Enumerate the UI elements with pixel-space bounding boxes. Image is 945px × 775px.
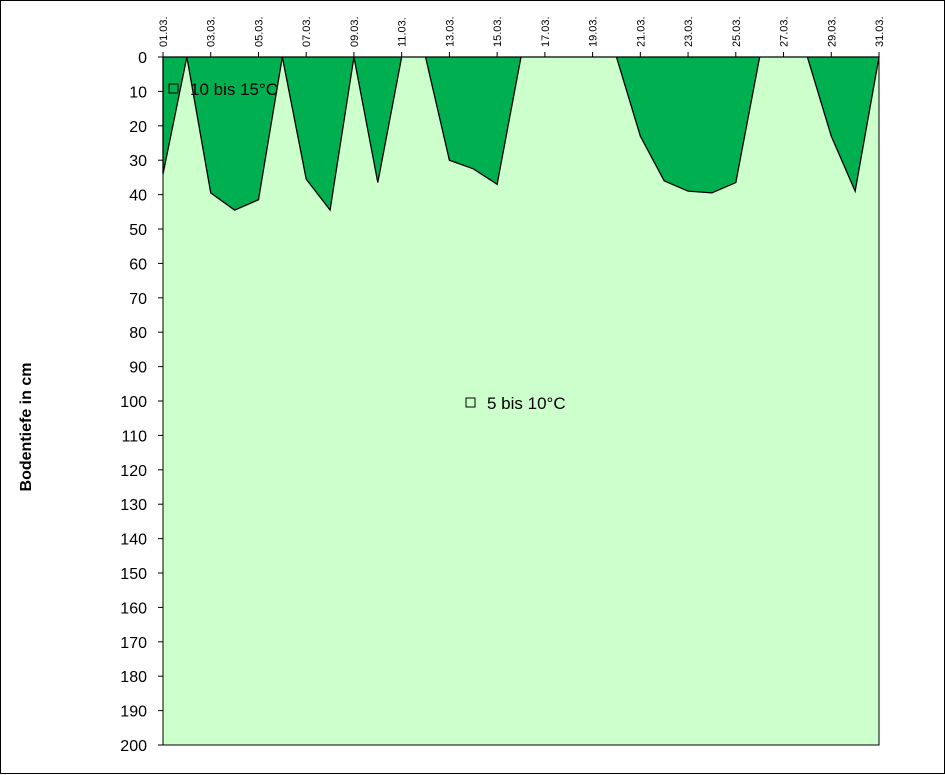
x-tick-label: 05.03. (253, 16, 265, 47)
y-tick-label: 100 (120, 394, 147, 411)
x-tick-label: 19.03. (588, 16, 600, 47)
y-tick-label: 190 (120, 704, 147, 721)
y-tick-label: 110 (121, 428, 147, 445)
y-tick-label: 120 (120, 463, 147, 480)
legend-swatch-1 (465, 397, 476, 408)
x-tick-label: 17.03. (540, 16, 552, 47)
y-tick-label: 30 (129, 153, 147, 170)
y-tick-label: 200 (120, 738, 147, 755)
x-tick-label: 27.03. (779, 16, 791, 47)
x-tick-label: 31.03. (874, 16, 886, 47)
x-tick-label: 29.03. (826, 16, 838, 47)
y-tick-label: 10 (129, 84, 147, 101)
y-tick-label: 170 (120, 635, 147, 652)
x-tick-label: 09.03. (349, 16, 361, 47)
y-tick-label: 0 (138, 50, 147, 67)
legend-label-1: 5 bis 10°C (487, 394, 566, 413)
y-axis: 0 10 20 30 40 50 60 70 80 90 100 110 120 130 140 150 160… (120, 50, 164, 755)
y-tick-label: 150 (120, 566, 147, 583)
x-tick-label: 11.03. (397, 17, 409, 47)
x-tick-label: 03.03. (206, 16, 218, 47)
x-tick-label: 07.03. (301, 16, 313, 47)
y-tick-label: 130 (120, 497, 147, 514)
y-tick-label: 160 (120, 600, 147, 617)
y-tick-label: 20 (129, 119, 147, 136)
plot-background (162, 56, 880, 746)
x-tick-label: 01.03. (158, 16, 170, 47)
y-axis-label: Bodentiefe in cm (18, 363, 35, 492)
x-tick-label: 21.03. (635, 16, 647, 47)
y-tick-label: 140 (120, 532, 147, 549)
x-tick-label: 23.03. (683, 16, 695, 47)
y-tick-label: 180 (120, 669, 147, 686)
y-tick-label: 70 (129, 291, 147, 308)
x-tick-label: 15.03. (492, 16, 504, 47)
x-tick-label: 25.03. (731, 16, 743, 47)
y-tick-label: 60 (129, 256, 147, 273)
y-tick-label: 50 (129, 222, 147, 239)
y-tick-label: 40 (129, 188, 147, 205)
legend-swatch-0 (168, 83, 179, 94)
x-axis: 01.03. 03.03. 05.03. 07.03. 09.03. 11.03. 13.0… (158, 16, 886, 58)
x-tick-label: 13.03. (444, 16, 456, 47)
y-tick-label: 90 (129, 360, 147, 377)
y-tick-label: 80 (129, 325, 147, 342)
legend: 10 bis 15°C 5 bis 10°C (168, 80, 566, 413)
legend-label-0: 10 bis 15°C (190, 80, 278, 99)
